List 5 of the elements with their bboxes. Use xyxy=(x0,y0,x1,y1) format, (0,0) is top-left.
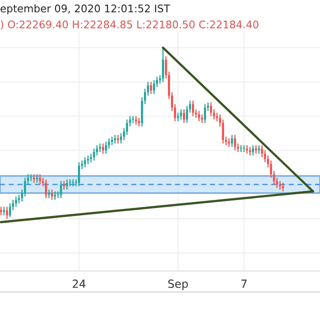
x-tick-label: 24 xyxy=(72,280,86,288)
x-tick-label: Sep xyxy=(168,280,188,290)
chart-subtitle: ) O:22269.40 H:22284.85 L:22180.50 C:22184.40 xyxy=(0,20,258,30)
chart-title: eptember 09, 2020 12:01:52 IST xyxy=(0,4,170,14)
x-tick-label: 7 xyxy=(241,280,247,288)
